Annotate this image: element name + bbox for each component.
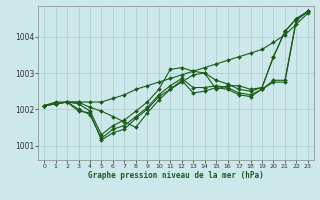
X-axis label: Graphe pression niveau de la mer (hPa): Graphe pression niveau de la mer (hPa) (88, 171, 264, 180)
